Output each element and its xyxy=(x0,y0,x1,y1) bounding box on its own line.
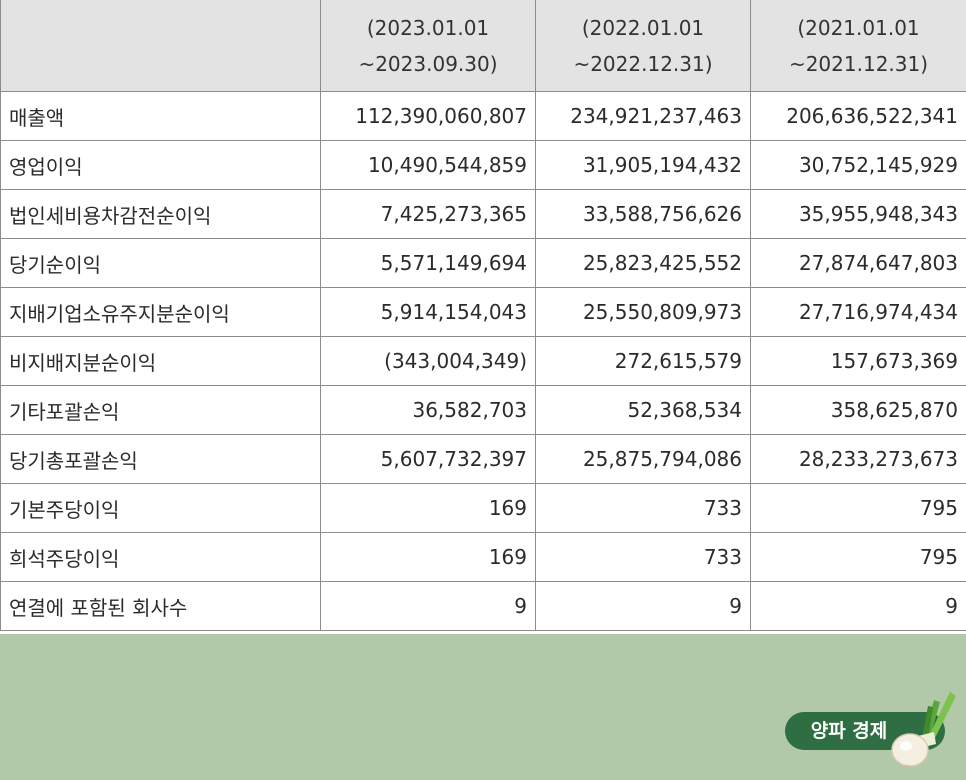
value-2021: 28,233,273,673 xyxy=(750,434,966,484)
table-row: 당기순이익 5,571,149,694 25,823,425,552 27,87… xyxy=(0,238,966,288)
value-2021: 27,874,647,803 xyxy=(750,238,966,288)
value-2022: 733 xyxy=(535,483,751,533)
value-2022: 25,875,794,086 xyxy=(535,434,751,484)
footer-band xyxy=(0,634,966,780)
value-2022: 25,823,425,552 xyxy=(535,238,751,288)
value-2022: 234,921,237,463 xyxy=(535,91,751,141)
header-period-2022: (2022.01.01 ~2022.12.31) xyxy=(535,0,751,92)
value-2023: 169 xyxy=(320,483,536,533)
value-2021: 30,752,145,929 xyxy=(750,140,966,190)
period-start: (2021.01.01 xyxy=(797,15,920,40)
value-2021: 27,716,974,434 xyxy=(750,287,966,337)
value-2023: 7,425,273,365 xyxy=(320,189,536,239)
value-2021: 35,955,948,343 xyxy=(750,189,966,239)
table-row: 영업이익 10,490,544,859 31,905,194,432 30,75… xyxy=(0,140,966,190)
row-label: 기본주당이익 xyxy=(0,483,321,533)
row-label: 지배기업소유주지분순이익 xyxy=(0,287,321,337)
row-label: 비지배지분순이익 xyxy=(0,336,321,386)
value-2023: 112,390,060,807 xyxy=(320,91,536,141)
brand-logo-badge: 양파 경제 xyxy=(785,712,945,750)
table-row: 당기총포괄손익 5,607,732,397 25,875,794,086 28,… xyxy=(0,434,966,484)
value-2021: 157,673,369 xyxy=(750,336,966,386)
brand-logo-text: 양파 경제 xyxy=(810,720,888,742)
value-2023: 10,490,544,859 xyxy=(320,140,536,190)
row-label: 매출액 xyxy=(0,91,321,141)
row-label: 당기순이익 xyxy=(0,238,321,288)
row-label: 영업이익 xyxy=(0,140,321,190)
financial-table-container: (2023.01.01 ~2023.09.30) (2022.01.01 ~20… xyxy=(0,0,966,631)
period-end: ~2021.12.31) xyxy=(788,51,929,76)
value-2023: 5,607,732,397 xyxy=(320,434,536,484)
header-blank-cell xyxy=(0,0,321,92)
row-label: 법인세비용차감전순이익 xyxy=(0,189,321,239)
row-label: 연결에 포함된 회사수 xyxy=(0,581,321,631)
row-label: 희석주당이익 xyxy=(0,532,321,582)
table-row: 비지배지분순이익 (343,004,349) 272,615,579 157,6… xyxy=(0,336,966,386)
table-row: 기본주당이익 169 733 795 xyxy=(0,483,966,533)
value-2021: 358,625,870 xyxy=(750,385,966,435)
value-2022: 9 xyxy=(535,581,751,631)
table-row: 희석주당이익 169 733 795 xyxy=(0,532,966,582)
value-2023: 9 xyxy=(320,581,536,631)
period-start: (2023.01.01 xyxy=(366,15,490,40)
period-start: (2022.01.01 xyxy=(581,15,705,40)
value-2022: 52,368,534 xyxy=(535,385,751,435)
header-period-2023: (2023.01.01 ~2023.09.30) xyxy=(320,0,536,92)
value-2023: 36,582,703 xyxy=(320,385,536,435)
green-onion-icon xyxy=(891,692,956,768)
row-label: 기타포괄손익 xyxy=(0,385,321,435)
value-2023: 5,914,154,043 xyxy=(320,287,536,337)
value-2022: 31,905,194,432 xyxy=(535,140,751,190)
financial-summary-table: (2023.01.01 ~2023.09.30) (2022.01.01 ~20… xyxy=(0,0,966,631)
table-row: 법인세비용차감전순이익 7,425,273,365 33,588,756,626… xyxy=(0,189,966,239)
period-end: ~2023.09.30) xyxy=(358,51,498,76)
table-row: 지배기업소유주지분순이익 5,914,154,043 25,550,809,97… xyxy=(0,287,966,337)
value-2021: 206,636,522,341 xyxy=(750,91,966,141)
row-label: 당기총포괄손익 xyxy=(0,434,321,484)
value-2023: (343,004,349) xyxy=(320,336,536,386)
value-2022: 33,588,756,626 xyxy=(535,189,751,239)
table-row: 매출액 112,390,060,807 234,921,237,463 206,… xyxy=(0,91,966,141)
value-2021: 795 xyxy=(750,532,966,582)
value-2023: 169 xyxy=(320,532,536,582)
table-row: 기타포괄손익 36,582,703 52,368,534 358,625,870 xyxy=(0,385,966,435)
header-period-2021: (2021.01.01 ~2021.12.31) xyxy=(750,0,966,92)
value-2022: 272,615,579 xyxy=(535,336,751,386)
value-2021: 795 xyxy=(750,483,966,533)
period-end: ~2022.12.31) xyxy=(573,51,713,76)
table-header-row: (2023.01.01 ~2023.09.30) (2022.01.01 ~20… xyxy=(0,0,966,92)
value-2022: 25,550,809,973 xyxy=(535,287,751,337)
table-row: 연결에 포함된 회사수 9 9 9 xyxy=(0,581,966,631)
value-2022: 733 xyxy=(535,532,751,582)
value-2021: 9 xyxy=(750,581,966,631)
value-2023: 5,571,149,694 xyxy=(320,238,536,288)
